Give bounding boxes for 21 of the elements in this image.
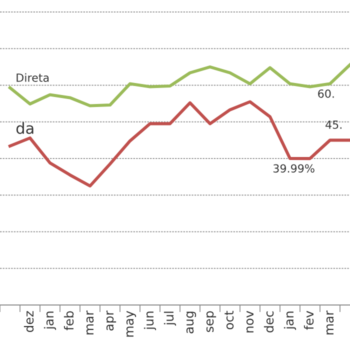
x-tick-label: aug (186, 312, 196, 334)
x-tick-label: jul (164, 312, 176, 326)
data-label: 39.99% (273, 164, 314, 173)
series-label: da (16, 122, 34, 134)
x-tick-label: mar (86, 310, 94, 334)
x-tick-label: feb (64, 311, 74, 330)
data-label: 45. (326, 120, 342, 129)
x-tick-label: may (126, 310, 136, 337)
x-tick-label: dez (24, 311, 34, 332)
x-tick-label: jan (284, 312, 296, 330)
x-tick-label: jun (144, 312, 156, 330)
x-tick-label: mar (326, 310, 334, 334)
x-tick-label: oct (224, 310, 234, 330)
x-tick-label: jan (44, 312, 56, 330)
x-tick-label: fev (304, 310, 314, 330)
x-tick-label: sep (206, 311, 216, 332)
x-tick-label: apr (106, 310, 116, 331)
x-tick-label: nov (246, 310, 254, 332)
series-label: Direta (16, 73, 49, 82)
x-tick-label: dec (264, 311, 274, 332)
data-label: 60. (318, 89, 334, 98)
